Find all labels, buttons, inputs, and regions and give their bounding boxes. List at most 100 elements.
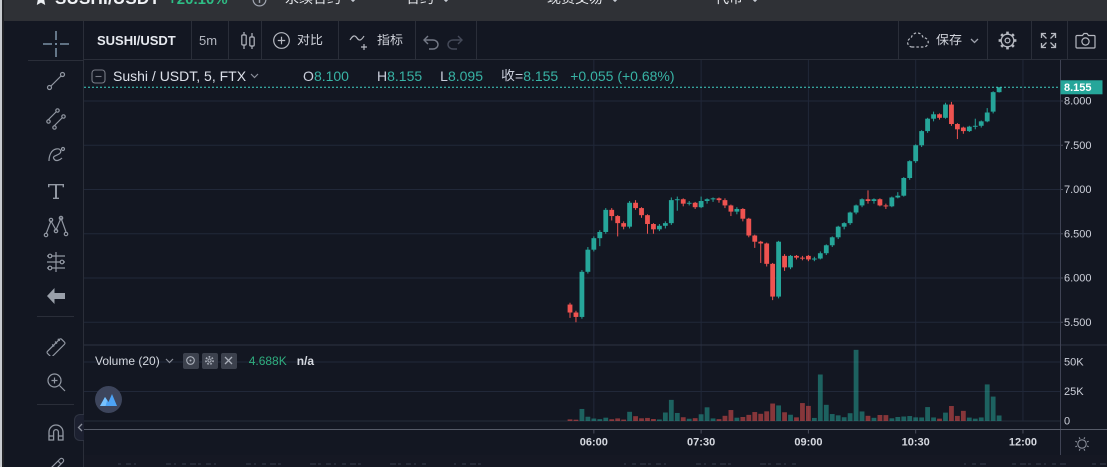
symbol-button[interactable]: SUSHI/USDT <box>97 33 176 48</box>
volume-bar <box>943 412 948 421</box>
candle-body <box>651 224 656 230</box>
tool-zoom-in[interactable] <box>28 365 83 399</box>
candle-body <box>931 114 936 119</box>
volume-bar <box>823 404 829 421</box>
gear-icon <box>998 31 1017 50</box>
candle-body <box>960 127 966 132</box>
volume-bar <box>758 413 764 421</box>
chevron-down-icon[interactable] <box>250 73 259 79</box>
price-axis-label: 7.500 <box>1064 140 1092 152</box>
menu-label <box>715 0 743 7</box>
price-axis-label: 6.500 <box>1064 228 1092 240</box>
toolbar-separator <box>898 21 899 60</box>
undo-button[interactable] <box>421 21 441 60</box>
volume-bar <box>794 417 799 421</box>
series-title[interactable]: Sushi / USDT, 5, FTX <box>113 68 247 84</box>
candle-body <box>722 200 728 206</box>
candle-body <box>752 235 758 242</box>
candle-body <box>811 258 817 260</box>
tool-ruler[interactable] <box>28 327 83 361</box>
tool-forecast[interactable] <box>28 245 83 279</box>
candle-body <box>972 125 978 127</box>
menu-perpetual-futures[interactable] <box>285 0 358 7</box>
candle-body <box>633 202 638 209</box>
window-edge <box>0 0 2 467</box>
tool-text[interactable] <box>28 174 83 208</box>
cloud-icon <box>907 32 929 48</box>
candle-body <box>883 205 889 207</box>
volume-bar <box>829 414 835 421</box>
candle-body <box>853 205 859 213</box>
volume-axis-label: 50K <box>1064 357 1084 369</box>
tool-brush[interactable] <box>28 138 83 172</box>
volume-bar <box>859 411 865 421</box>
volume-bar <box>609 419 615 421</box>
candle-body <box>865 199 871 202</box>
volume-bar <box>668 399 674 421</box>
topbar-symbol[interactable]: SUSHI/USDT <box>55 0 160 9</box>
candle-body <box>591 238 597 250</box>
chevron-down-icon[interactable] <box>165 358 174 364</box>
window-edge-shadow <box>2 0 4 467</box>
candle-body <box>621 223 627 227</box>
toolbar-separator <box>476 21 477 60</box>
collapse-pane-icon[interactable] <box>91 68 106 84</box>
price-chart-canvas[interactable]: 8.000 7.500 7.000 6.500 6.000 5.500 50K 25K 0 06:… <box>84 60 1107 455</box>
menu-tokens[interactable] <box>715 0 760 7</box>
tool-trend-line[interactable] <box>28 64 83 98</box>
visibility-icon[interactable] <box>182 352 199 369</box>
time-axis-settings-gear-icon[interactable] <box>1075 437 1089 451</box>
fullscreen-button[interactable] <box>1039 21 1058 60</box>
candle-body <box>829 237 835 246</box>
candle-body <box>817 253 823 259</box>
volume-bar <box>895 416 901 421</box>
volume-bar <box>877 414 883 421</box>
menu-futures[interactable] <box>406 0 451 7</box>
close-value: 8.155 <box>523 68 559 84</box>
volume-bar <box>817 374 823 421</box>
sidebar-top-divider <box>28 60 84 61</box>
candlestick-icon[interactable] <box>237 21 259 60</box>
volume-bar <box>585 416 591 421</box>
tool-magnet[interactable] <box>28 415 83 449</box>
hide-drawings-arrow-icon[interactable] <box>28 279 83 313</box>
tool-edit-pencil[interactable] <box>28 449 83 467</box>
snapshot-button[interactable] <box>1075 21 1096 60</box>
menu-spot-trading[interactable] <box>547 0 620 7</box>
sidebar-separator <box>37 316 74 317</box>
volume-bar <box>841 417 847 421</box>
candle-body <box>806 255 811 260</box>
close-icon[interactable] <box>220 352 237 369</box>
candle-body <box>925 118 930 132</box>
volume-title[interactable]: Volume (20) <box>95 353 160 368</box>
volume-bar <box>591 418 597 421</box>
tool-crosshair[interactable] <box>28 27 83 61</box>
volume-bar <box>615 418 621 421</box>
collapse-sidebar-handle[interactable] <box>74 414 84 441</box>
indicators-button[interactable] <box>348 21 403 60</box>
candle-body <box>955 124 960 130</box>
candle-body <box>889 197 895 207</box>
save-button[interactable] <box>906 21 979 60</box>
indicator-settings-icon[interactable] <box>201 352 218 369</box>
tool-xabcd-pattern[interactable] <box>28 210 83 244</box>
compare-button[interactable] <box>272 21 323 60</box>
tool-gann-fib[interactable] <box>28 101 83 135</box>
camera-icon <box>1075 32 1096 49</box>
candle-body <box>668 200 674 224</box>
candle-body <box>674 199 680 201</box>
low-value: 8.095 <box>447 68 483 84</box>
volume-bar <box>770 403 776 421</box>
volume-bar <box>937 418 942 421</box>
volume-bar <box>573 419 579 421</box>
chart-settings-button[interactable] <box>997 21 1018 60</box>
interval-button[interactable]: 5m <box>199 33 218 48</box>
candle-body <box>627 202 632 227</box>
info-icon[interactable] <box>252 0 267 7</box>
candle-body <box>859 199 865 206</box>
volume-bar <box>847 413 853 421</box>
redo-button[interactable] <box>445 21 465 60</box>
candle-body <box>835 226 841 238</box>
star-icon[interactable] <box>33 0 49 7</box>
volume-bar <box>978 417 984 421</box>
